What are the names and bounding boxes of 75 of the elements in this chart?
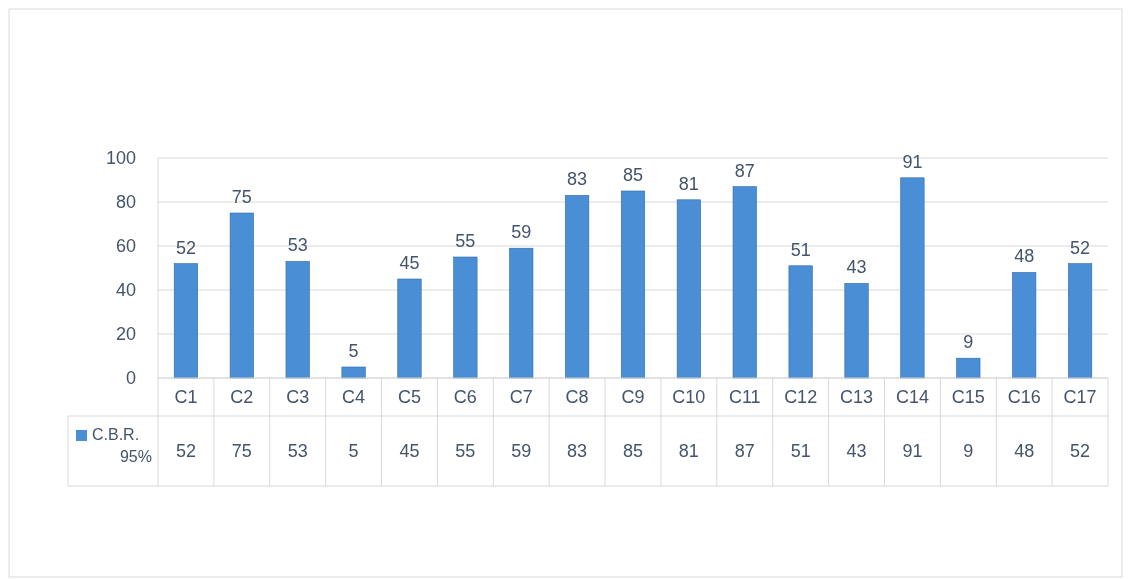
data-label: 83 — [567, 441, 588, 461]
data-label: 52 — [1070, 441, 1091, 461]
data-label: 45 — [399, 441, 420, 461]
y-tick-label: 80 — [115, 192, 136, 212]
annotation: 43 — [846, 257, 867, 278]
y-tick-label: 60 — [115, 236, 136, 256]
annotation: 59 — [511, 222, 532, 243]
bar — [1068, 263, 1093, 379]
bar — [173, 263, 198, 379]
x-tick-label: C11 — [728, 387, 761, 407]
bar — [1012, 272, 1037, 379]
bar — [844, 283, 869, 379]
data-label: 87 — [734, 441, 755, 461]
annotation: 85 — [622, 165, 644, 185]
bar — [788, 265, 813, 379]
y-tick-label: 0 — [125, 368, 136, 388]
x-tick-label: C2 — [230, 387, 254, 407]
x-tick-label: C6 — [453, 387, 477, 407]
annotation: 53 — [287, 235, 308, 256]
x-tick-label: C1 — [174, 387, 198, 407]
bar — [676, 199, 701, 379]
bar — [565, 195, 590, 379]
data-label: 5 — [348, 441, 359, 461]
x-tick-label: C5 — [397, 387, 421, 407]
data-label: 52 — [175, 441, 196, 461]
data-label: 75 — [231, 441, 252, 461]
data-label: 53 — [287, 441, 308, 461]
bar — [509, 247, 534, 379]
annotation: 55 — [455, 231, 476, 251]
y-tick-label: 40 — [115, 280, 136, 300]
x-tick-label: C3 — [286, 387, 310, 407]
annotation: 52 — [1070, 237, 1091, 258]
data-label: 43 — [846, 441, 867, 461]
data-label: 85 — [622, 441, 644, 461]
x-tick-label: C14 — [895, 387, 929, 407]
bar — [397, 278, 422, 379]
bar — [285, 261, 310, 379]
x-tick-label: C17 — [1063, 387, 1097, 407]
annotation: 9 — [963, 332, 974, 353]
data-label: 55 — [455, 441, 476, 461]
legend-label: C.B.R. 95% — [92, 426, 152, 465]
data-label: 48 — [1014, 441, 1035, 461]
data-label: 51 — [790, 441, 811, 461]
bar — [956, 357, 981, 379]
annotation: 75 — [231, 187, 252, 207]
x-tick-label: C7 — [509, 387, 533, 407]
annotation: 87 — [734, 160, 755, 181]
x-tick-label: C15 — [951, 387, 985, 407]
data-label: 59 — [511, 441, 532, 461]
bar — [900, 177, 925, 379]
bar — [453, 256, 478, 379]
annotation: 81 — [678, 173, 699, 194]
annotation: 45 — [399, 253, 420, 273]
x-tick-label: C9 — [621, 387, 645, 407]
bar — [620, 190, 646, 379]
annotation: 48 — [1014, 246, 1035, 267]
x-tick-label: C8 — [565, 387, 589, 407]
data-label: 9 — [963, 441, 974, 461]
annotation: 5 — [348, 341, 359, 361]
bar — [732, 186, 757, 379]
bar — [341, 366, 366, 379]
x-tick-label: C12 — [784, 387, 818, 407]
bar — [229, 212, 254, 379]
annotation: 83 — [567, 169, 588, 190]
x-tick-label: C13 — [840, 387, 874, 407]
data-label: 91 — [902, 441, 923, 461]
data-label: 81 — [678, 441, 699, 461]
y-tick-label: 100 — [105, 148, 136, 168]
x-tick-label: C10 — [672, 387, 706, 407]
annotation: 91 — [902, 151, 923, 172]
annotation: 51 — [790, 239, 811, 260]
annotation: 52 — [175, 237, 196, 258]
x-tick-label: C16 — [1007, 387, 1041, 407]
y-tick-label: 20 — [115, 324, 136, 344]
x-tick-label: C4 — [342, 387, 366, 407]
